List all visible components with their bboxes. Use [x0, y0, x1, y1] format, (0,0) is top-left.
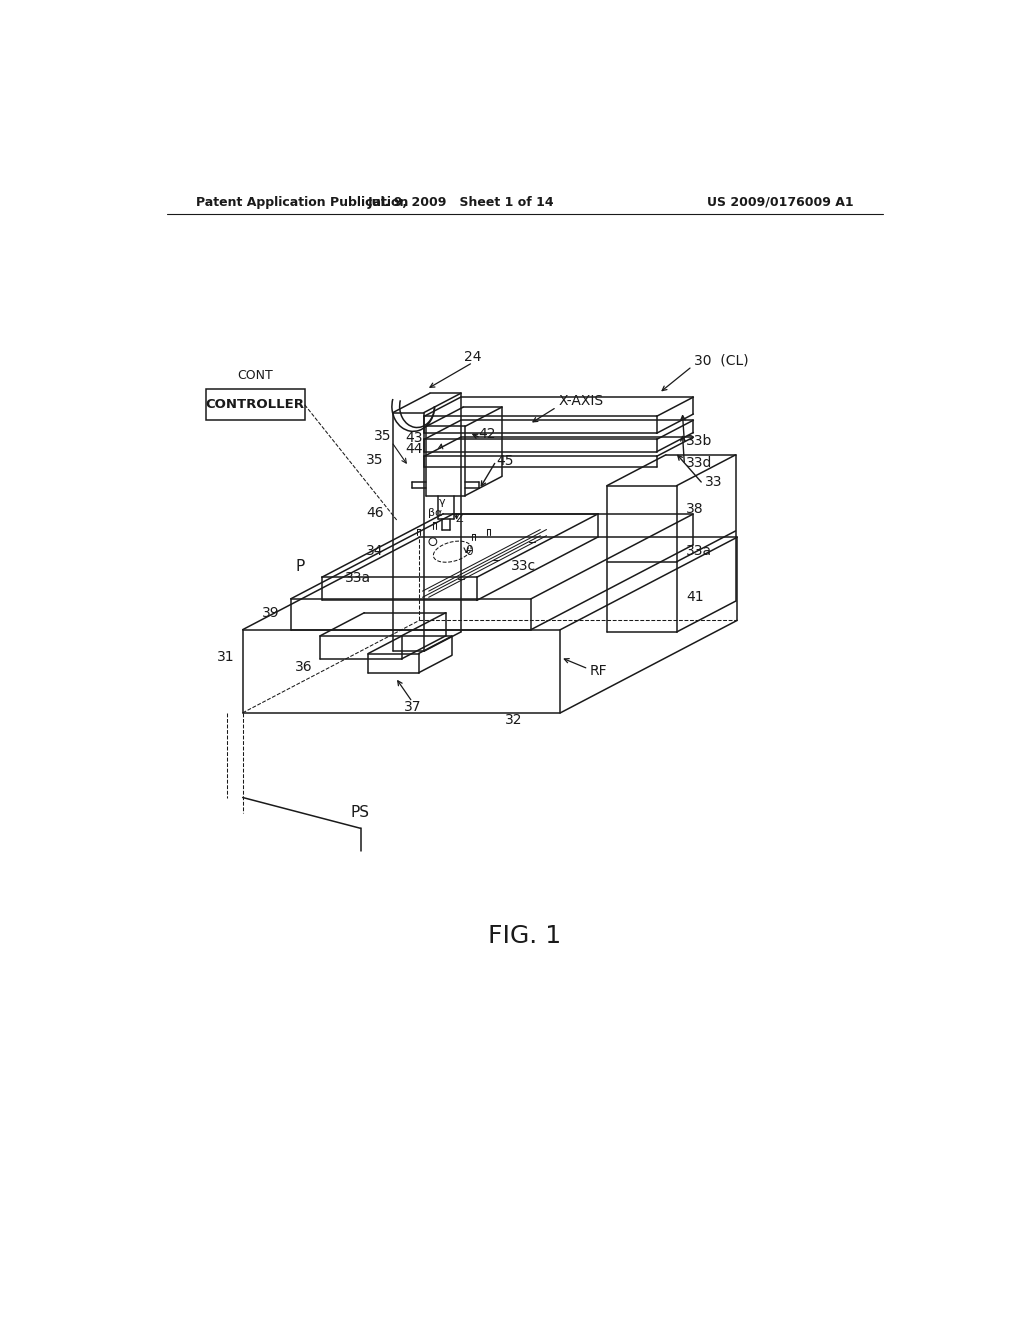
Text: 33b: 33b: [686, 434, 713, 447]
Text: β: β: [428, 508, 435, 517]
Text: Jul. 9, 2009   Sheet 1 of 14: Jul. 9, 2009 Sheet 1 of 14: [368, 195, 555, 209]
Text: γ: γ: [438, 496, 445, 507]
Text: 24: 24: [464, 350, 481, 364]
Text: θ: θ: [466, 545, 473, 558]
Text: 33: 33: [706, 475, 723, 488]
Text: 35: 35: [367, 453, 384, 467]
Text: CONTROLLER: CONTROLLER: [206, 399, 304, 412]
Text: 30  (CL): 30 (CL): [693, 354, 749, 367]
Text: 32: 32: [505, 714, 522, 727]
Text: Z: Z: [456, 513, 464, 524]
Text: RF: RF: [590, 664, 607, 678]
Text: P: P: [296, 558, 305, 574]
Text: 44: 44: [406, 442, 423, 457]
Text: 35: 35: [374, 429, 391, 442]
Text: 33d: 33d: [686, 455, 713, 470]
Text: 46: 46: [367, 506, 384, 520]
Text: 36: 36: [295, 660, 312, 673]
Text: α: α: [434, 508, 441, 517]
Text: 39: 39: [261, 606, 280, 619]
Text: US 2009/0176009 A1: US 2009/0176009 A1: [707, 195, 853, 209]
Text: 33c: 33c: [511, 560, 536, 573]
Text: 45: 45: [496, 454, 514, 469]
Text: FIG. 1: FIG. 1: [488, 924, 561, 948]
Bar: [206, 389, 305, 420]
Text: 33a: 33a: [686, 544, 712, 558]
Text: 41: 41: [686, 590, 703, 605]
Text: PS: PS: [351, 805, 370, 821]
Text: 33a: 33a: [345, 572, 372, 585]
Text: Patent Application Publication: Patent Application Publication: [197, 195, 409, 209]
Text: X-AXIS: X-AXIS: [558, 393, 603, 408]
Text: 43: 43: [406, 430, 423, 445]
Text: 42: 42: [478, 428, 496, 441]
Text: 31: 31: [217, 651, 234, 664]
Text: 38: 38: [686, 502, 703, 516]
Text: 34: 34: [367, 544, 384, 558]
Text: 37: 37: [403, 700, 421, 714]
Text: CONT: CONT: [238, 370, 273, 381]
